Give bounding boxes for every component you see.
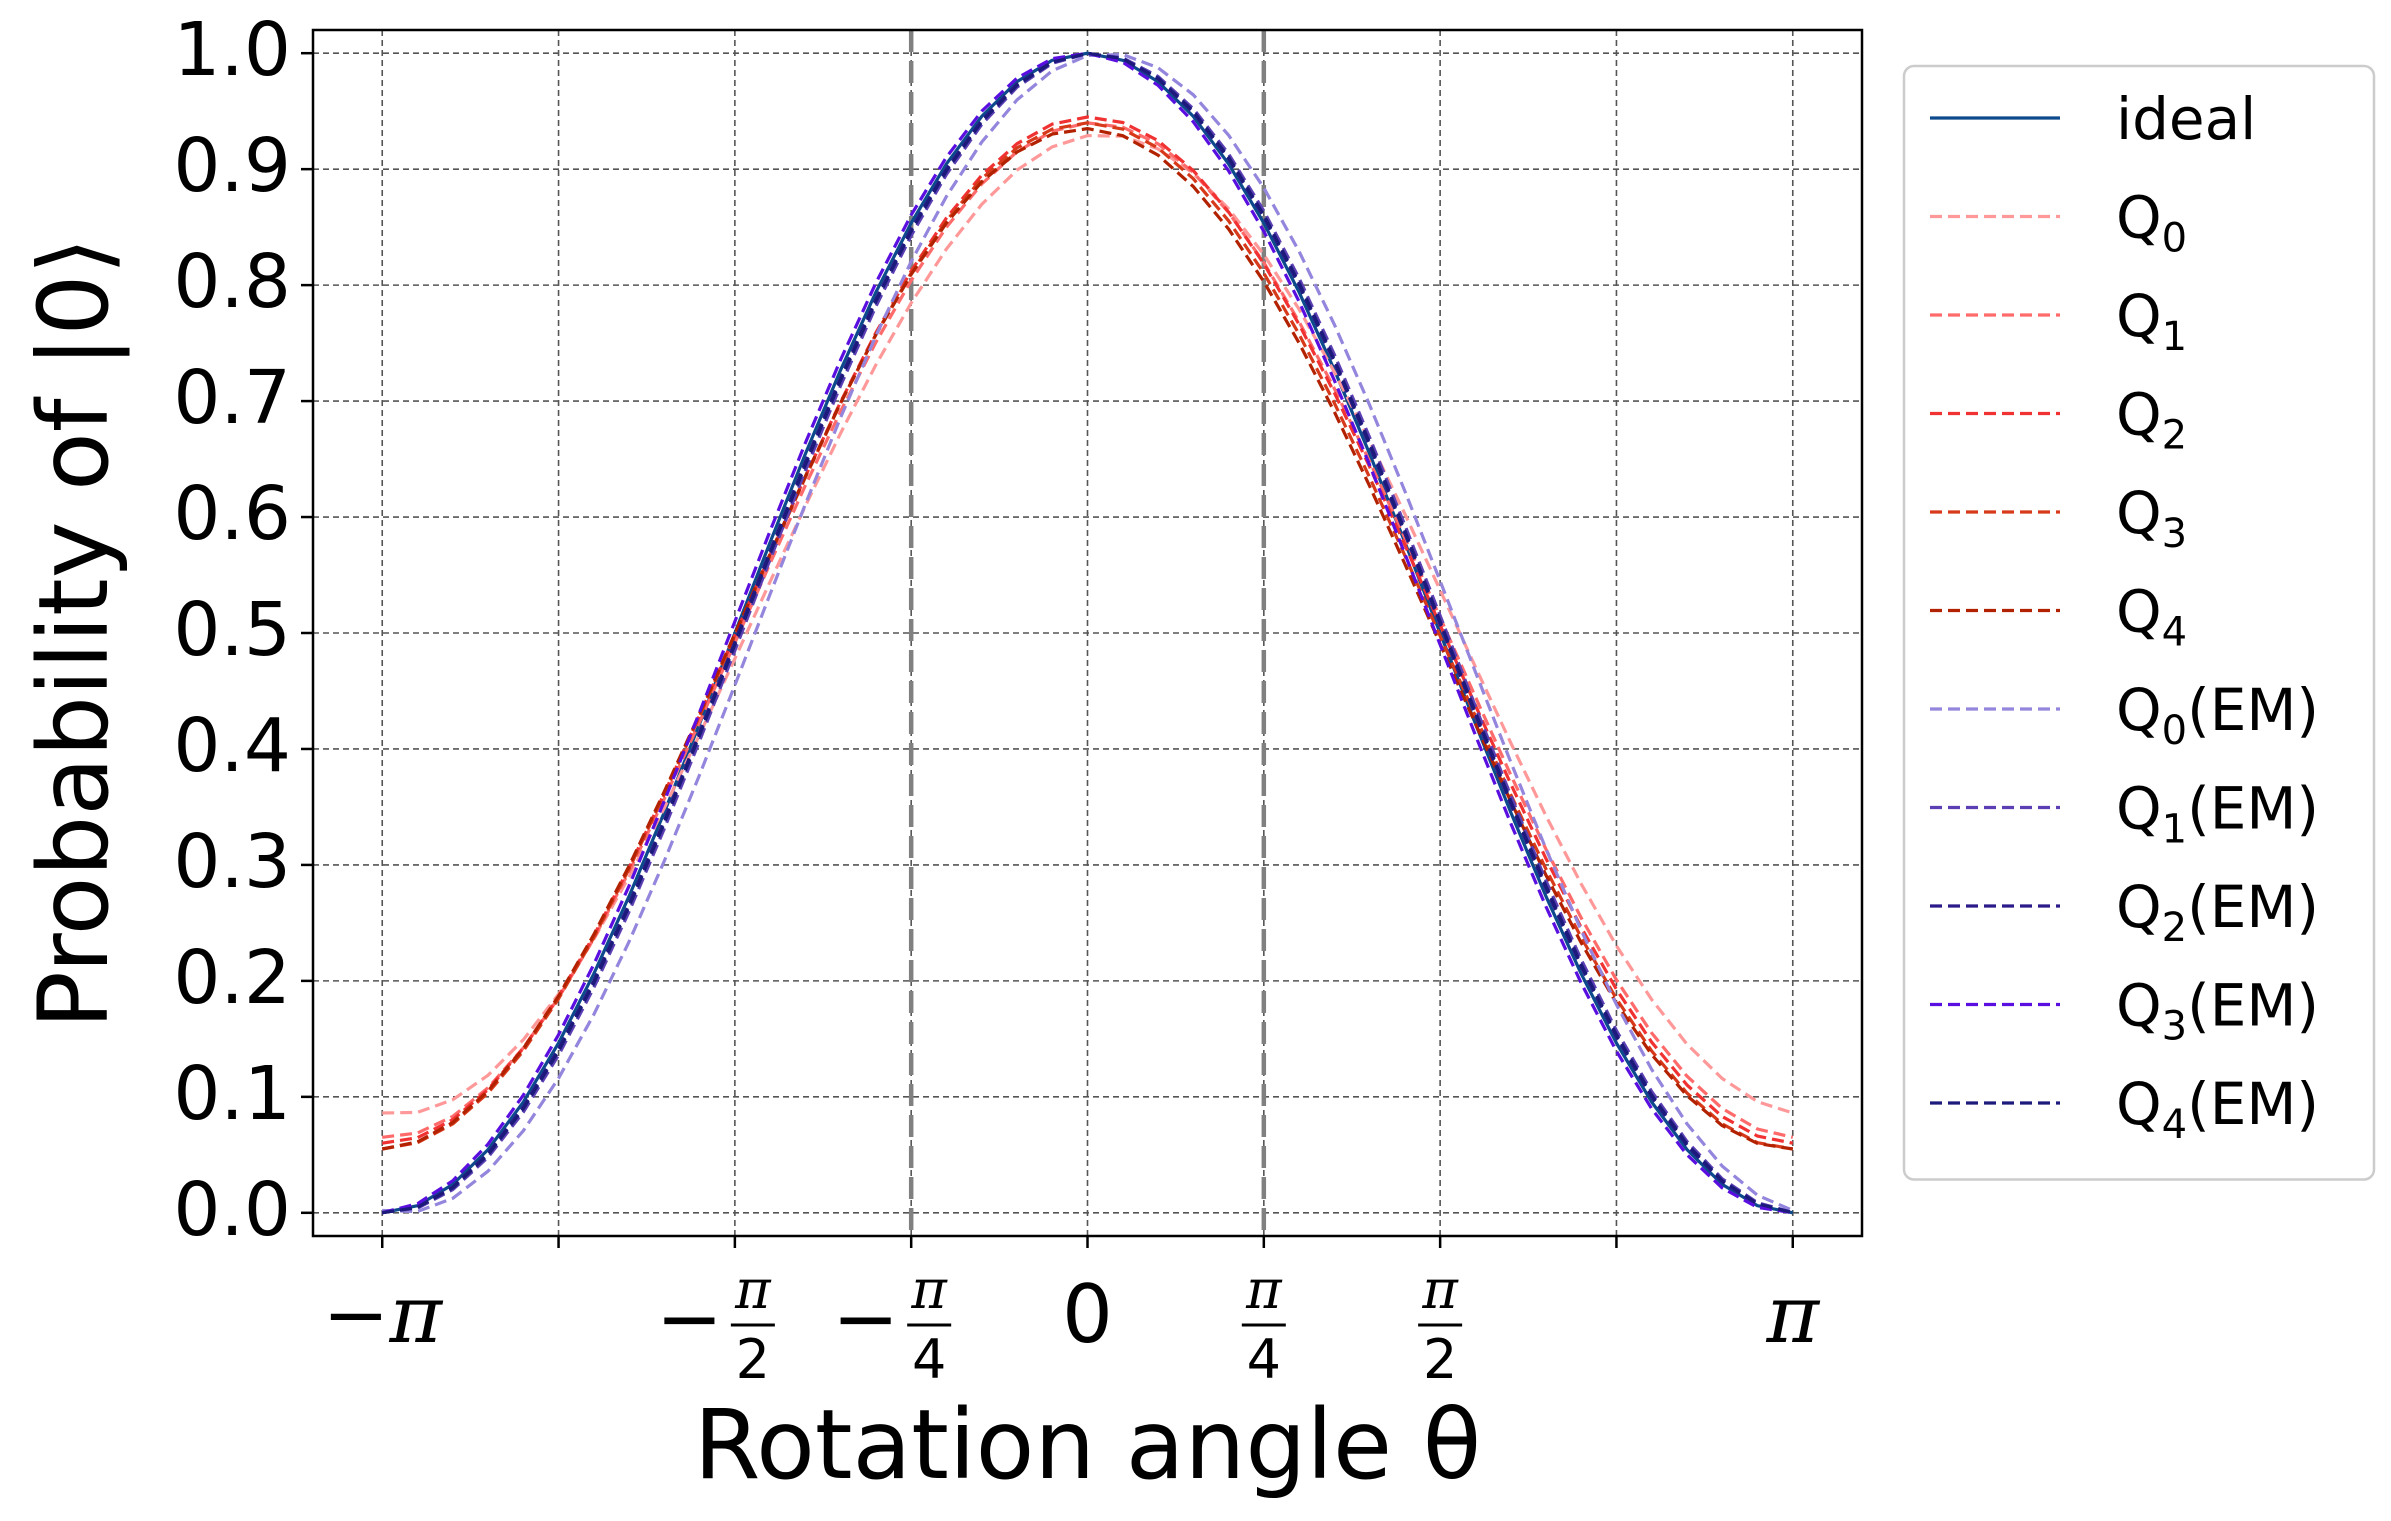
y-tick-label: 0.1 — [173, 1051, 291, 1137]
x-axis-title: Rotation angle θ — [694, 1389, 1482, 1501]
y-tick-label: 0.0 — [173, 1167, 291, 1253]
x-tick-label: π4 — [1241, 1258, 1286, 1391]
y-tick-label: 0.6 — [173, 471, 291, 557]
x-tick-numerator: π — [910, 1258, 948, 1321]
legend-box — [1902, 64, 2376, 1181]
legend-label: Q0(EM) — [2116, 676, 2319, 754]
legend-label: Q1 — [2116, 282, 2187, 360]
legend: ideal Q0 Q1 Q2 Q3 Q4 Q0(EM) Q1(EM) Q2(EM) Q3(EM) Q… — [1902, 64, 2376, 1181]
legend-label: Q0 — [2116, 184, 2187, 262]
series-line-10 — [381, 51, 1794, 1215]
series-line-5 — [381, 127, 1794, 1151]
x-tick-numerator: π — [734, 1258, 772, 1321]
legend-label: Q2(EM) — [2116, 873, 2319, 951]
x-tick-label: 0 — [1062, 1268, 1113, 1361]
y-tick-label: 0.2 — [173, 935, 291, 1021]
x-tick-label: π2 — [1418, 1258, 1463, 1391]
x-tick-label: − π 4 — [832, 1258, 952, 1391]
y-tick-label: 0.5 — [173, 587, 291, 673]
x-tick-label: − π 2 — [656, 1258, 775, 1391]
legend-label: Q4(EM) — [2116, 1070, 2319, 1148]
x-tick-minus: − — [832, 1272, 899, 1365]
y-tick-label: 0.8 — [173, 239, 291, 325]
y-tick-label: 1.0 — [173, 7, 291, 93]
y-tick-label: 0.4 — [173, 703, 291, 789]
x-tick-minus: − — [656, 1272, 723, 1365]
x-tick-numerator: π — [1245, 1258, 1283, 1321]
y-tick-label: 0.7 — [173, 355, 291, 441]
x-tick-denominator: 4 — [912, 1328, 946, 1391]
x-tick-numerator: π — [1421, 1258, 1459, 1321]
y-ticks: 0.0 0.1 0.2 0.3 0.4 0.5 0.6 0.7 0.8 0.9 1.0 — [173, 7, 313, 1253]
legend-label: ideal — [2116, 85, 2256, 153]
x-tick-label: π — [1765, 1268, 1820, 1361]
x-tick-label: −π — [322, 1268, 443, 1361]
x-tick-denominator: 4 — [1247, 1328, 1281, 1391]
series-line-1 — [382, 134, 1794, 1115]
y-axis-title: Probability of |0⟩ — [18, 237, 131, 1029]
legend-label: Q2 — [2116, 381, 2187, 459]
y-tick-label: 0.9 — [173, 123, 291, 209]
legend-label: Q3(EM) — [2116, 972, 2319, 1050]
legend-label: Q4 — [2116, 578, 2187, 656]
y-tick-label: 0.3 — [173, 819, 291, 905]
series-line-7 — [382, 51, 1794, 1215]
series-lines — [381, 51, 1794, 1215]
legend-label: Q3 — [2116, 479, 2187, 557]
x-tick-denominator: 2 — [736, 1328, 770, 1391]
legend-label: Q1(EM) — [2116, 775, 2319, 853]
series-line-9 — [381, 51, 1794, 1215]
series-line-6 — [382, 52, 1794, 1214]
x-tick-denominator: 2 — [1423, 1328, 1457, 1391]
series-line-0 — [381, 51, 1794, 1215]
